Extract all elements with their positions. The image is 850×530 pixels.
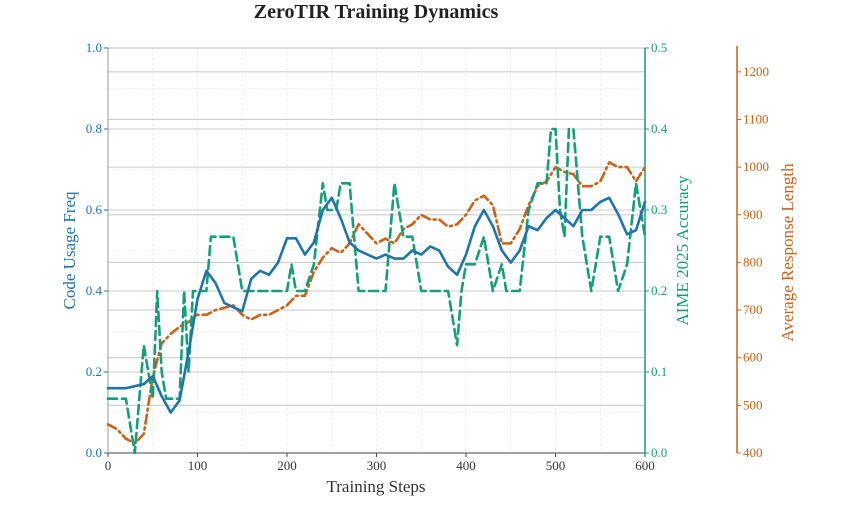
right-axis-length-title: Average Response Length bbox=[778, 163, 797, 342]
left-tick-label: 0.4 bbox=[86, 283, 103, 298]
x-tick-label: 400 bbox=[456, 458, 476, 473]
grid bbox=[107, 47, 646, 454]
aime-tick-label: 0.5 bbox=[651, 40, 667, 55]
x-tick-label: 600 bbox=[635, 458, 655, 473]
length-tick-label: 800 bbox=[743, 254, 763, 269]
x-tick-label: 300 bbox=[367, 458, 387, 473]
aime-tick-label: 0.3 bbox=[651, 202, 667, 217]
x-axis-title: Training Steps bbox=[326, 477, 425, 496]
series-line-right1 bbox=[106, 127, 647, 455]
chart-title: ZeroTIR Training Dynamics bbox=[254, 1, 499, 23]
length-tick-label: 1000 bbox=[743, 159, 769, 174]
aime-tick-label: 0.1 bbox=[651, 364, 667, 379]
axes: 0 100 200 300 400 500 6000.00.20.40.60.81.00.0… bbox=[86, 40, 769, 473]
aime-tick-label: 0.0 bbox=[651, 445, 667, 460]
left-tick-label: 0.0 bbox=[86, 445, 102, 460]
series-line-right2 bbox=[106, 161, 647, 445]
aime-tick-label: 0.2 bbox=[651, 283, 667, 298]
series-layer bbox=[106, 127, 647, 455]
left-tick-label: 1.0 bbox=[86, 40, 102, 55]
length-tick-label: 900 bbox=[743, 207, 763, 222]
length-tick-label: 1200 bbox=[743, 64, 769, 79]
x-tick-label: 200 bbox=[277, 458, 297, 473]
left-tick-label: 0.2 bbox=[86, 364, 102, 379]
x-tick-label: 0 bbox=[105, 458, 112, 473]
length-tick-label: 600 bbox=[743, 350, 763, 365]
left-axis-title: Code Usage Freq bbox=[60, 191, 79, 310]
length-tick-label: 700 bbox=[743, 302, 763, 317]
aime-tick-label: 0.4 bbox=[651, 121, 668, 136]
right-axis-aime-title: AIME 2025 Accuracy bbox=[673, 175, 692, 326]
x-tick-label: 500 bbox=[546, 458, 566, 473]
length-tick-label: 400 bbox=[743, 445, 763, 460]
series-line-left bbox=[106, 196, 647, 414]
length-tick-label: 1100 bbox=[743, 111, 769, 126]
left-tick-label: 0.8 bbox=[86, 121, 102, 136]
left-tick-label: 0.6 bbox=[86, 202, 103, 217]
length-tick-label: 500 bbox=[743, 397, 763, 412]
x-tick-label: 100 bbox=[188, 458, 208, 473]
